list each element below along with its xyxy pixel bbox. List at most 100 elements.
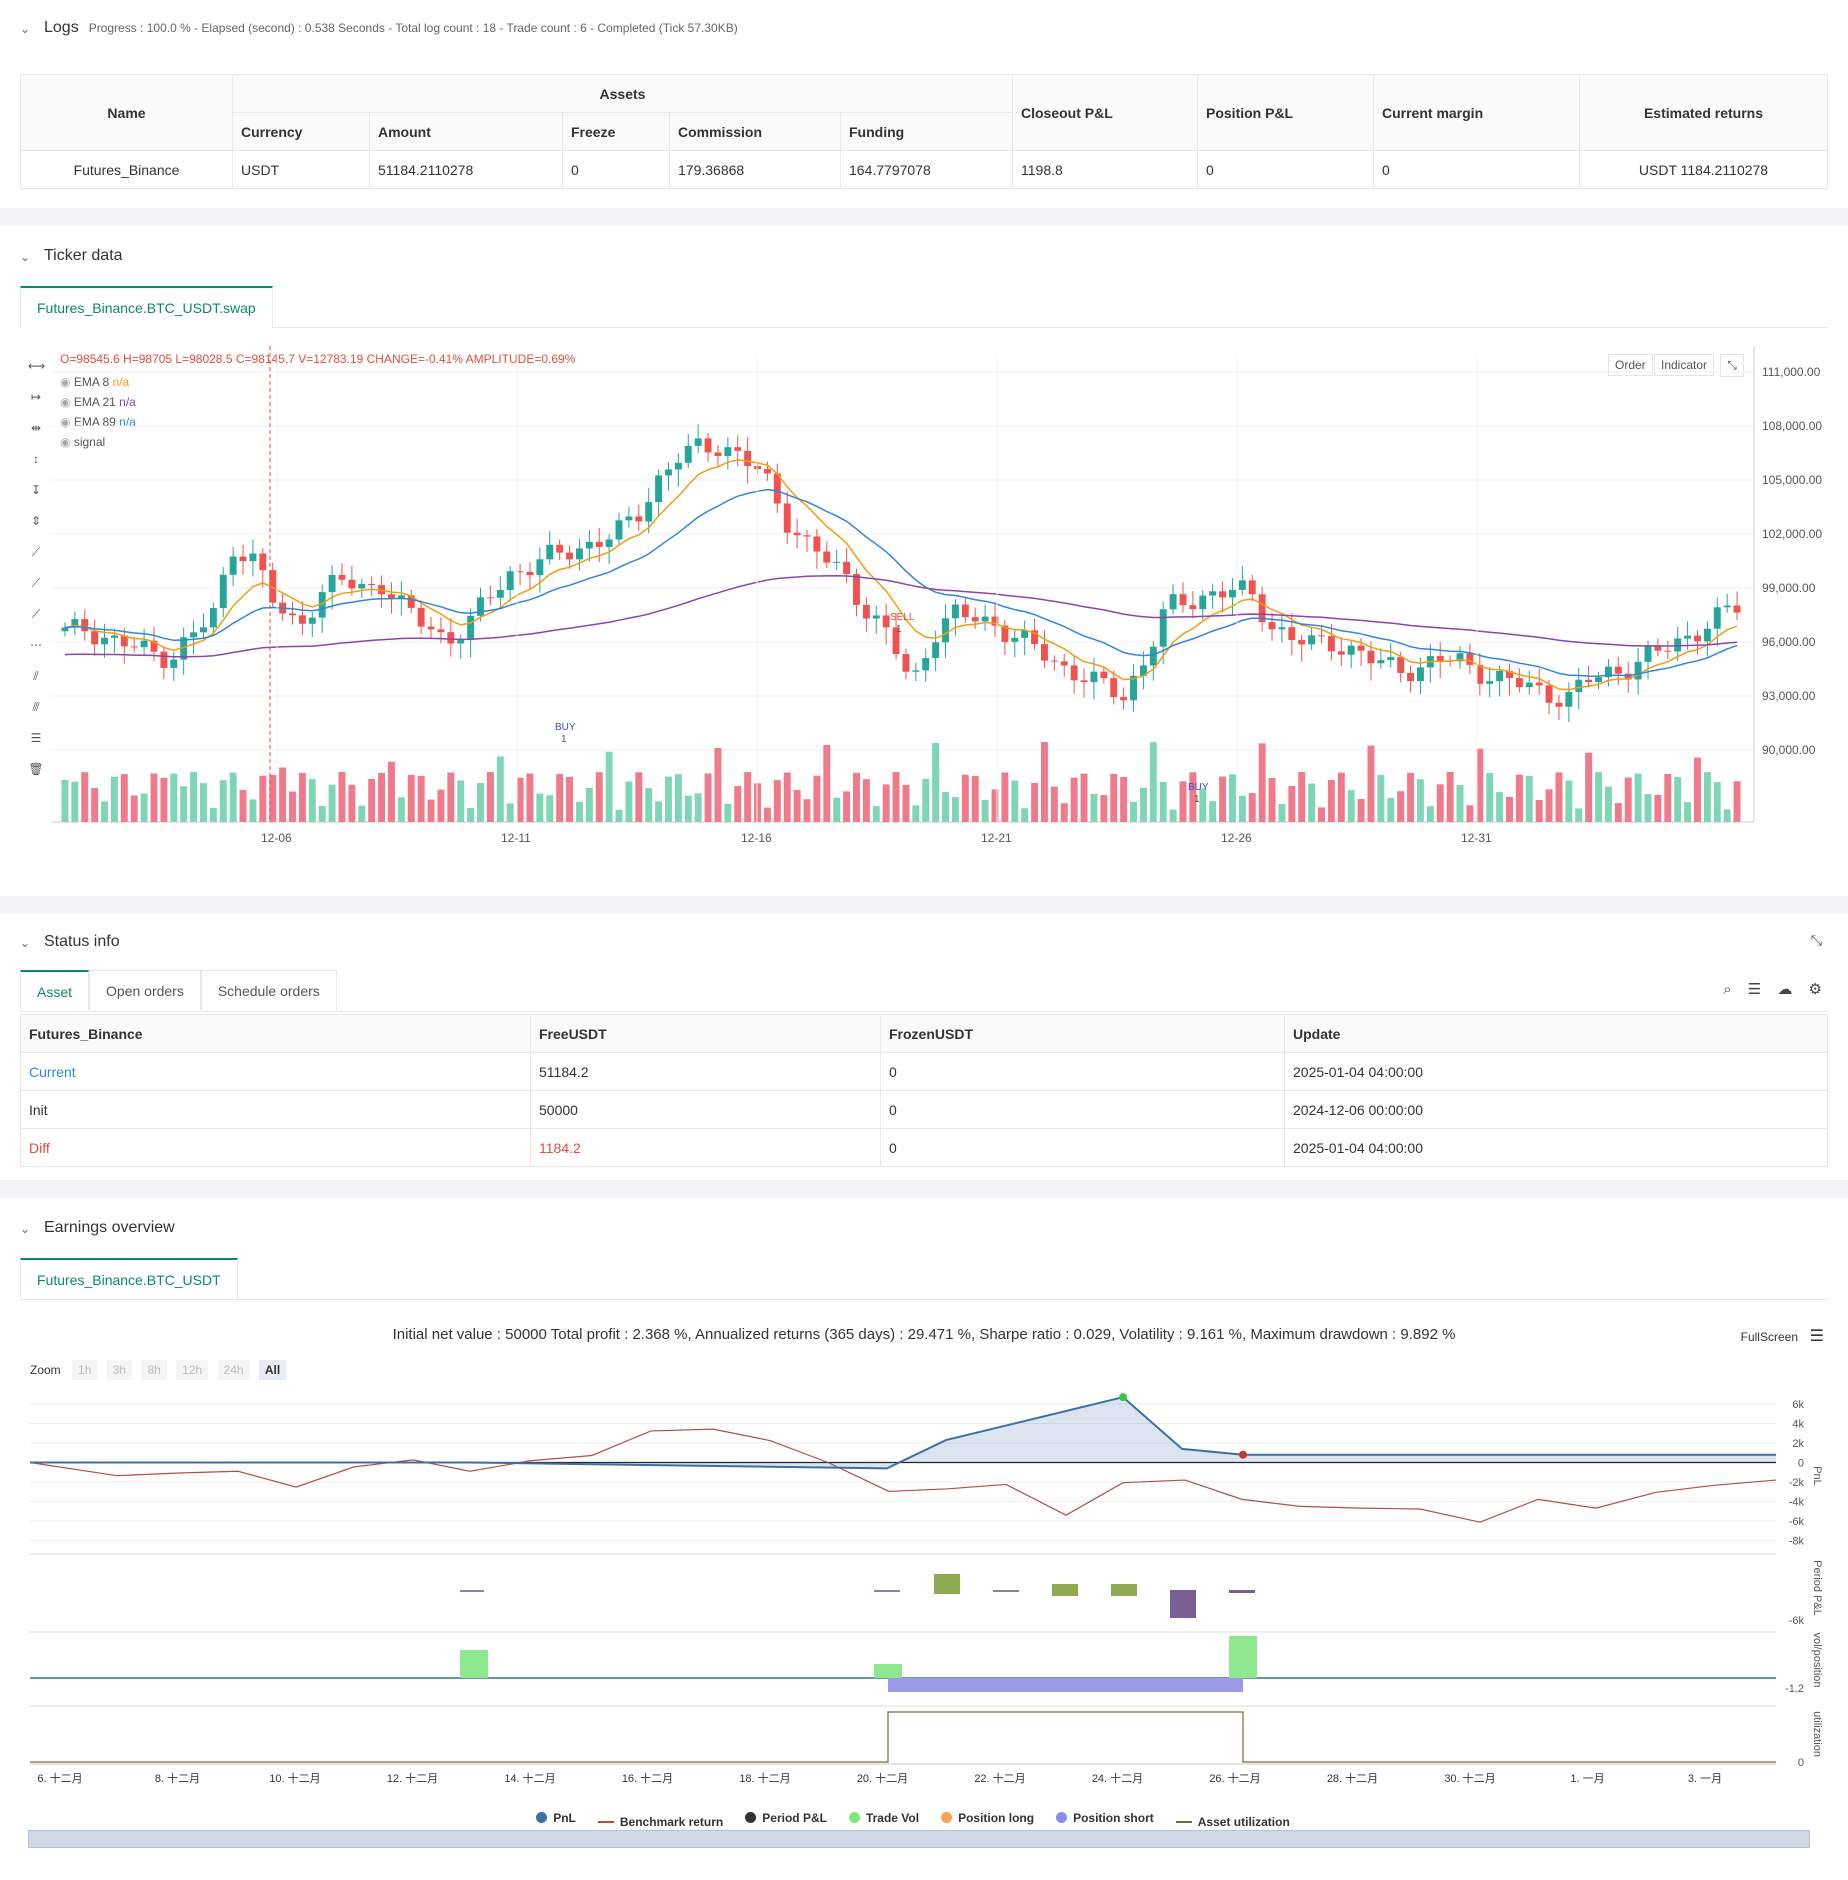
candle[interactable] (1595, 671, 1602, 690)
legend-item[interactable]: Trade Vol (848, 1811, 919, 1825)
candle[interactable] (81, 609, 89, 641)
candle[interactable] (1238, 566, 1246, 596)
legend-item[interactable]: Period P&L (745, 1811, 827, 1825)
candle[interactable] (348, 565, 356, 596)
candle[interactable] (783, 491, 791, 544)
candle[interactable] (1130, 663, 1137, 712)
candle[interactable] (477, 587, 484, 622)
candle[interactable] (566, 545, 574, 569)
candle[interactable] (1268, 612, 1276, 641)
tab-ticker-symbol[interactable]: Futures_Binance.BTC_USDT.swap (20, 286, 273, 328)
candle[interactable] (1169, 584, 1177, 615)
vertical-segment-icon[interactable]: ⇕ (30, 514, 42, 528)
period-pnl-bar[interactable] (993, 1590, 1019, 1592)
candle[interactable] (1327, 624, 1335, 661)
period-pnl-bar[interactable] (1052, 1584, 1078, 1596)
candle[interactable] (882, 603, 890, 645)
candle[interactable] (358, 578, 366, 598)
candle[interactable] (1219, 581, 1227, 613)
candle[interactable] (546, 530, 554, 565)
candle[interactable] (1377, 648, 1385, 669)
max-point-marker[interactable] (1119, 1393, 1127, 1402)
chevron-down-icon[interactable]: ⌄ (20, 22, 31, 36)
gear-icon[interactable]: ⚙ (1808, 981, 1822, 998)
ticker-header[interactable]: ⌄ Ticker data (0, 226, 1848, 286)
candle[interactable] (526, 562, 534, 591)
candle[interactable] (338, 563, 346, 586)
candle[interactable] (91, 619, 99, 656)
trade-vol-bar[interactable] (874, 1664, 902, 1678)
candle[interactable] (635, 504, 643, 531)
candle[interactable] (1614, 656, 1622, 686)
vertical-ray-icon[interactable]: ↧ (30, 483, 42, 497)
candle[interactable] (942, 604, 949, 658)
candle[interactable] (269, 562, 277, 609)
fib-retracement-icon[interactable]: ☰ (30, 731, 42, 745)
candle[interactable] (1664, 640, 1672, 659)
candle[interactable] (1525, 670, 1533, 695)
candle[interactable] (279, 592, 287, 621)
candle[interactable] (744, 436, 752, 484)
candle[interactable] (1476, 653, 1484, 696)
candle[interactable] (190, 620, 198, 655)
list-icon[interactable]: ☰ (1747, 981, 1762, 998)
legend-item[interactable]: Position short (1056, 1811, 1154, 1825)
tab-asset[interactable]: Asset (20, 970, 90, 1010)
candle[interactable] (71, 611, 79, 635)
candle[interactable] (892, 613, 900, 660)
candle[interactable] (1555, 695, 1563, 721)
period-pnl-bar[interactable] (934, 1574, 960, 1594)
zoom-1h[interactable]: 1h (72, 1360, 98, 1380)
candle[interactable] (427, 616, 435, 639)
legend-item[interactable]: ◉ signal (60, 432, 136, 452)
candle[interactable] (486, 585, 494, 606)
candle[interactable] (1565, 682, 1573, 723)
candle[interactable] (61, 622, 69, 637)
order-button[interactable]: Order (1608, 354, 1653, 376)
candle[interactable] (1456, 645, 1464, 669)
cloud-download-icon[interactable]: ☁ (1777, 981, 1793, 998)
candle[interactable] (1634, 647, 1642, 695)
candle[interactable] (655, 469, 663, 516)
candle[interactable] (902, 648, 910, 680)
tab-schedule-orders[interactable]: Schedule orders (200, 970, 337, 1010)
trade-vol-bar[interactable] (1229, 1636, 1257, 1678)
candle[interactable] (823, 541, 831, 568)
candle[interactable] (1041, 630, 1048, 669)
candle[interactable] (516, 563, 524, 586)
candle[interactable] (724, 437, 732, 470)
legend-item[interactable]: ◉ EMA 8 n/a (60, 372, 136, 392)
candle[interactable] (951, 599, 959, 636)
candle[interactable] (1100, 666, 1108, 684)
horizontal-ray-icon[interactable]: ↦ (30, 390, 42, 404)
candle[interactable] (1624, 661, 1632, 693)
candle[interactable] (1308, 627, 1316, 650)
candle[interactable] (407, 589, 415, 614)
candle[interactable] (1387, 643, 1395, 668)
candle[interactable] (932, 630, 940, 672)
trade-vol-bar[interactable] (460, 1650, 488, 1678)
candle[interactable] (219, 567, 227, 618)
candle[interactable] (585, 530, 593, 562)
price-line-icon[interactable]: ⋯ (30, 638, 42, 652)
eye-icon[interactable]: ◉ (60, 395, 74, 409)
candle[interactable] (289, 601, 296, 625)
candle[interactable] (1001, 620, 1009, 656)
candle[interactable] (862, 597, 870, 632)
candle[interactable] (1713, 597, 1721, 647)
candle[interactable] (1060, 653, 1068, 677)
candle[interactable] (1703, 621, 1711, 657)
candle[interactable] (1694, 630, 1701, 655)
trash-icon[interactable]: 🗑 (28, 762, 44, 776)
candle[interactable] (1209, 583, 1217, 609)
candle[interactable] (437, 617, 445, 644)
candle[interactable] (506, 565, 514, 602)
candle[interactable] (1436, 642, 1444, 678)
candle[interactable] (447, 618, 455, 657)
earnings-header[interactable]: ⌄ Earnings overview (0, 1198, 1848, 1258)
fullscreen-icon[interactable]: ⤡ (1720, 354, 1744, 377)
candle[interactable] (1011, 630, 1019, 658)
candle[interactable] (734, 435, 742, 467)
candle[interactable] (1021, 620, 1029, 656)
candle[interactable] (1535, 668, 1543, 695)
